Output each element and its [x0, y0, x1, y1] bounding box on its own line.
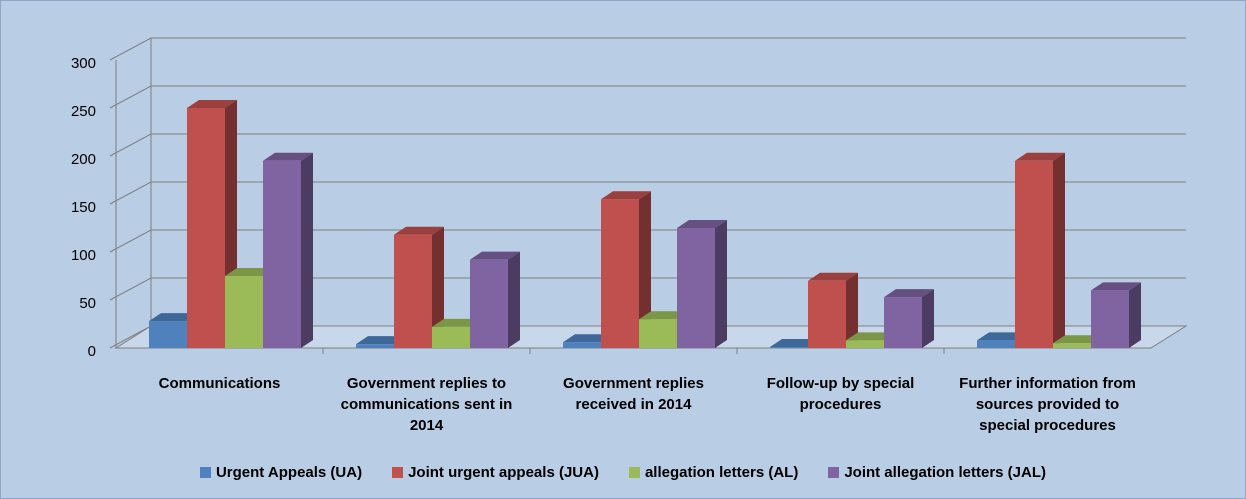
y-tick-label: 250	[71, 103, 96, 120]
bar-top	[470, 251, 520, 260]
bar-top	[149, 313, 199, 322]
bar-side	[301, 152, 313, 348]
bar	[677, 220, 727, 348]
legend-item: allegation letters (AL)	[628, 464, 799, 481]
bar-top	[394, 226, 444, 235]
bar-top	[639, 311, 689, 320]
bar	[884, 289, 934, 348]
bar-side	[922, 289, 934, 348]
y-tick-label: 0	[88, 343, 96, 360]
grid-line	[109, 229, 1186, 253]
grid-line	[109, 37, 1186, 61]
bar-front	[149, 321, 187, 348]
x-tick-label: Communications	[158, 375, 281, 392]
grid-line	[109, 181, 1186, 205]
legend-swatch	[828, 467, 840, 478]
bar-front	[677, 228, 715, 348]
x-tick-label: Government replies received in 2014	[563, 375, 704, 413]
bar-front	[1015, 160, 1053, 348]
bar-top	[677, 220, 727, 228]
bar-side	[1129, 282, 1141, 348]
grid-line	[109, 85, 1186, 109]
bar-top	[263, 152, 313, 161]
bar-front	[187, 108, 225, 348]
bar-top	[884, 289, 934, 298]
bar-top	[1053, 335, 1103, 344]
bar-front	[225, 276, 263, 348]
bar-top	[808, 272, 858, 281]
bar-front	[470, 259, 508, 348]
bar-side	[508, 251, 520, 348]
bar	[601, 191, 651, 348]
legend-label: Joint urgent appeals (JUA)	[408, 464, 599, 481]
legend-swatch	[199, 467, 211, 478]
bar-side	[715, 220, 727, 348]
bar-front	[356, 344, 394, 348]
x-tick-label: Government replies to communications sen…	[340, 375, 513, 434]
bar-top	[846, 332, 896, 341]
bar-top	[356, 336, 406, 345]
bar-front	[601, 199, 639, 348]
y-tick-label: 100	[71, 247, 96, 264]
bar-top	[563, 334, 613, 343]
bar	[1091, 282, 1141, 348]
y-tick-label: 150	[71, 199, 96, 216]
legend-swatch	[392, 467, 404, 478]
bar-top	[1091, 282, 1141, 291]
bar	[263, 152, 313, 348]
bar-front	[808, 280, 846, 348]
bar	[1015, 152, 1065, 348]
bar-front	[977, 340, 1015, 348]
legend-label: Urgent Appeals (UA)	[215, 464, 363, 481]
bar	[808, 272, 858, 348]
y-tick-label: 300	[71, 55, 96, 72]
legend-label: allegation letters (AL)	[644, 464, 799, 481]
bar-side	[1053, 152, 1065, 348]
bar-side	[639, 191, 651, 348]
bar	[394, 226, 444, 348]
bar-top	[187, 100, 237, 108]
bar-front	[639, 319, 677, 348]
y-tick-label: 50	[79, 295, 96, 312]
bar-top	[432, 318, 482, 327]
legend-item: Urgent Appeals (UA)	[199, 464, 363, 481]
bar-top	[601, 191, 651, 200]
bar-front	[1091, 290, 1129, 348]
legend-item: Joint urgent appeals (JUA)	[392, 464, 599, 481]
bar-front	[263, 160, 301, 348]
x-tick-label: Follow-up by special procedures	[766, 375, 915, 413]
bar-side	[432, 226, 444, 348]
bar-front	[432, 326, 470, 348]
legend-swatch	[628, 467, 640, 478]
grid-line	[109, 133, 1186, 157]
bar-top	[1015, 152, 1065, 161]
bar-front	[770, 347, 808, 348]
bar-front	[563, 342, 601, 348]
bar-front	[884, 297, 922, 348]
bar-front	[1053, 343, 1091, 348]
y-tick-label: 200	[71, 151, 96, 168]
bar-top	[225, 268, 275, 276]
bar-front	[394, 234, 432, 348]
bar-side	[846, 272, 858, 348]
legend: Urgent Appeals (UA) Joint urgent appeals …	[1, 464, 1245, 481]
bar	[470, 251, 520, 348]
x-tick-label: Further information from sources provide…	[959, 375, 1136, 434]
bar-top	[770, 339, 820, 348]
bar-top	[977, 332, 1027, 341]
legend-item: Joint allegation letters (JAL)	[828, 464, 1046, 481]
legend-label: Joint allegation letters (JAL)	[844, 464, 1047, 481]
bar-front	[846, 340, 884, 348]
